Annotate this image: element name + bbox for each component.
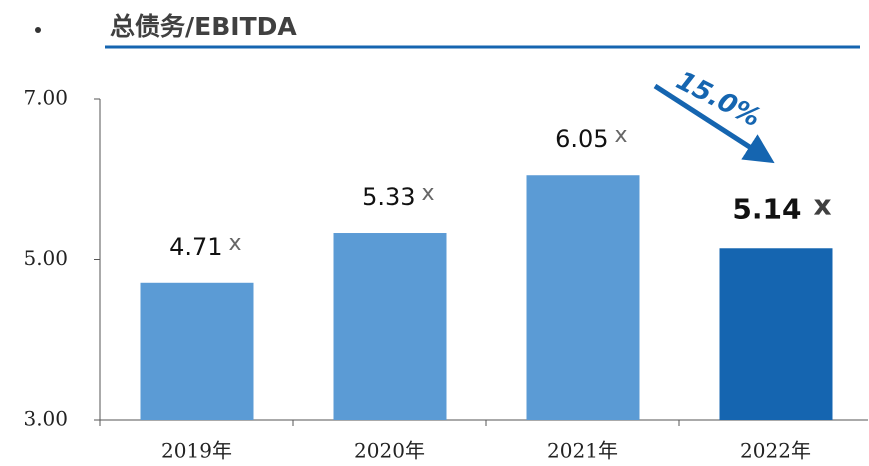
value-label: 5.14 bbox=[732, 192, 801, 225]
trend-arrow bbox=[653, 83, 775, 164]
value-label: 4.71 bbox=[169, 233, 222, 261]
bar bbox=[140, 282, 254, 420]
bullet bbox=[35, 27, 41, 33]
y-tick-label: 3.00 bbox=[23, 407, 68, 431]
bar bbox=[526, 175, 640, 420]
unit-label: x bbox=[422, 181, 435, 206]
value-label: 5.33 bbox=[362, 183, 415, 211]
chart-title: 总债务/EBITDA bbox=[110, 12, 297, 41]
value-label: 6.05 bbox=[555, 125, 608, 153]
unit-label: x bbox=[615, 123, 628, 148]
x-tick-label: 2020年 bbox=[354, 439, 425, 463]
unit-label: x bbox=[229, 231, 242, 256]
bar bbox=[719, 248, 833, 420]
x-tick-label: 2021年 bbox=[547, 439, 618, 463]
annotation: 15.0% bbox=[671, 66, 765, 134]
y-tick-label: 7.00 bbox=[23, 86, 68, 110]
unit-label: x bbox=[814, 188, 832, 221]
bar bbox=[333, 233, 447, 420]
x-tick-label: 2022年 bbox=[740, 439, 811, 463]
y-tick-label: 5.00 bbox=[23, 246, 68, 270]
x-tick-label: 2019年 bbox=[161, 439, 232, 463]
